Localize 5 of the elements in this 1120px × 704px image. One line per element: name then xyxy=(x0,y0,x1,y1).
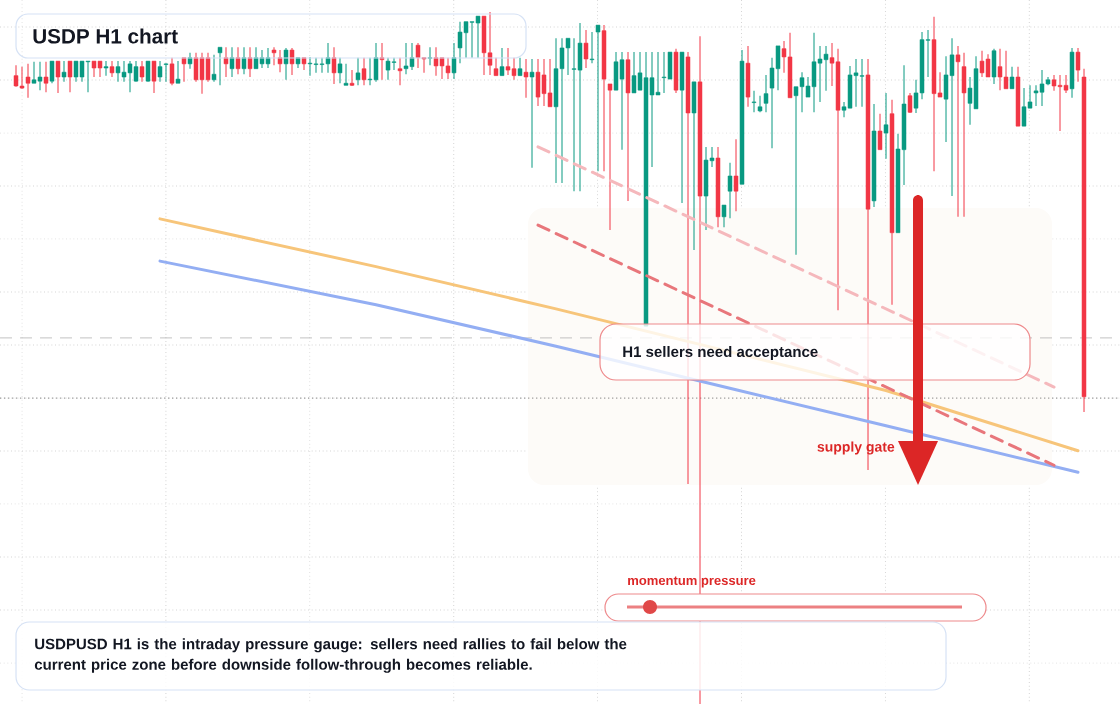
text: USDP H1 chart xyxy=(33,28,178,44)
annotation: momentum pressure xyxy=(628,576,756,588)
annotation: supply gate xyxy=(817,441,895,455)
annotation: H1 sellers need acceptance xyxy=(623,346,818,360)
annotation: USDPUSD H1 is the intraday pressure gauge: sellers need rallies to fail below the current price zone before downside follow-through becomes reliable. xyxy=(34,638,627,673)
